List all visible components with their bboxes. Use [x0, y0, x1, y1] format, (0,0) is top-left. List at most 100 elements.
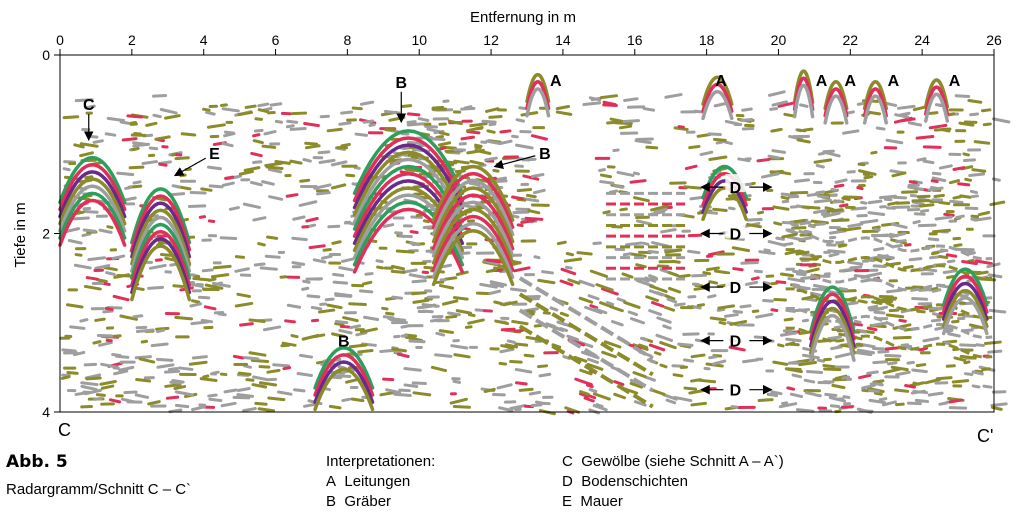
radar-streak	[762, 281, 771, 286]
hyperbola-arc	[862, 94, 888, 125]
radar-streak	[931, 288, 942, 293]
radar-streak	[565, 252, 575, 257]
radar-streak	[933, 193, 945, 198]
radar-streak	[486, 129, 496, 134]
radar-streak	[258, 381, 278, 387]
radar-streak	[190, 299, 201, 304]
radar-streak	[520, 219, 536, 225]
radar-streak	[234, 267, 250, 273]
radar-streak	[267, 396, 286, 402]
radar-streak	[69, 325, 86, 330]
radar-streak	[963, 372, 974, 376]
radar-streak	[721, 139, 733, 146]
radar-streak	[73, 143, 85, 149]
radar-streak	[403, 367, 422, 372]
radar-streak	[982, 122, 992, 127]
radar-streak	[705, 266, 720, 272]
radar-streak	[232, 354, 245, 360]
radar-streak	[739, 304, 752, 309]
radar-streak	[826, 208, 844, 213]
radar-streak	[609, 305, 624, 313]
radar-streak	[857, 169, 877, 176]
radar-streak	[563, 257, 583, 263]
radar-streak	[882, 367, 902, 375]
radar-streak	[332, 280, 349, 285]
radar-streak	[104, 132, 117, 137]
radar-streak	[253, 128, 264, 133]
radar-streak	[84, 175, 94, 180]
radar-streak	[846, 110, 855, 115]
radar-streak	[668, 228, 677, 232]
radar-streak	[872, 379, 885, 384]
hyperbola-arc	[130, 229, 192, 288]
radar-streak	[980, 108, 992, 113]
radar-streak	[393, 392, 412, 397]
annotation-label-d: D	[730, 334, 742, 351]
radar-streak	[893, 244, 903, 248]
radar-streak	[411, 279, 427, 284]
radar-streak	[232, 395, 251, 400]
radar-streak	[66, 371, 79, 375]
hyperbola-arc	[701, 186, 748, 221]
radar-streak	[916, 194, 931, 199]
radar-streak	[345, 173, 356, 178]
radar-streak	[648, 274, 658, 280]
radar-streak	[737, 157, 751, 163]
radar-streak	[98, 341, 113, 347]
radar-streak	[190, 320, 210, 326]
radar-streak	[60, 375, 71, 380]
radar-streak	[586, 383, 594, 389]
radar-streak	[612, 148, 620, 153]
radar-streak	[816, 194, 829, 199]
annotation-label-a: A	[715, 73, 727, 90]
radar-streak	[943, 212, 955, 217]
radar-streak	[506, 339, 516, 344]
radar-streak	[920, 208, 930, 213]
radar-streak	[877, 349, 890, 354]
radar-streak	[945, 253, 958, 258]
legend-item-d: D Bodenschichten	[562, 473, 688, 490]
radar-streak	[602, 210, 611, 215]
radar-streak	[648, 343, 666, 352]
radar-streak	[867, 211, 886, 217]
radar-streak	[537, 364, 548, 369]
radar-streak	[696, 303, 706, 307]
radar-streak	[587, 357, 600, 364]
radar-streak	[953, 243, 963, 248]
radar-streak	[671, 259, 681, 264]
hyperbola-arc	[941, 281, 989, 321]
radar-streak	[357, 349, 374, 354]
radar-streak	[592, 404, 608, 412]
radar-streak	[908, 180, 918, 185]
radar-streak	[511, 319, 529, 326]
radar-streak	[285, 124, 295, 129]
radar-streak	[192, 276, 211, 282]
radar-streak	[662, 324, 672, 330]
radar-streak	[174, 403, 190, 409]
radar-streak	[742, 358, 759, 364]
radar-streak	[79, 142, 99, 148]
hyperbola-arc	[923, 92, 950, 123]
radar-streak	[861, 388, 870, 393]
radar-streak	[467, 318, 485, 325]
radar-streak	[951, 319, 960, 324]
radar-streak	[474, 145, 482, 150]
radar-streak	[935, 376, 953, 381]
wavy-reflector	[785, 307, 993, 340]
radar-streak	[589, 304, 599, 310]
radar-streak	[159, 107, 178, 115]
legend-key: A	[326, 473, 337, 490]
radar-streak	[106, 116, 126, 123]
radar-streak	[578, 279, 595, 288]
radar-streak	[350, 397, 365, 403]
radar-streak	[873, 381, 884, 387]
radar-streak	[853, 319, 862, 324]
radar-streak	[866, 326, 878, 332]
radar-streak	[469, 159, 485, 166]
radar-streak	[358, 289, 374, 294]
radar-streak	[383, 109, 401, 115]
radar-streak	[673, 126, 689, 132]
hyperbola-arc	[792, 83, 815, 119]
radar-streak	[206, 123, 226, 129]
radar-streak	[823, 367, 842, 372]
